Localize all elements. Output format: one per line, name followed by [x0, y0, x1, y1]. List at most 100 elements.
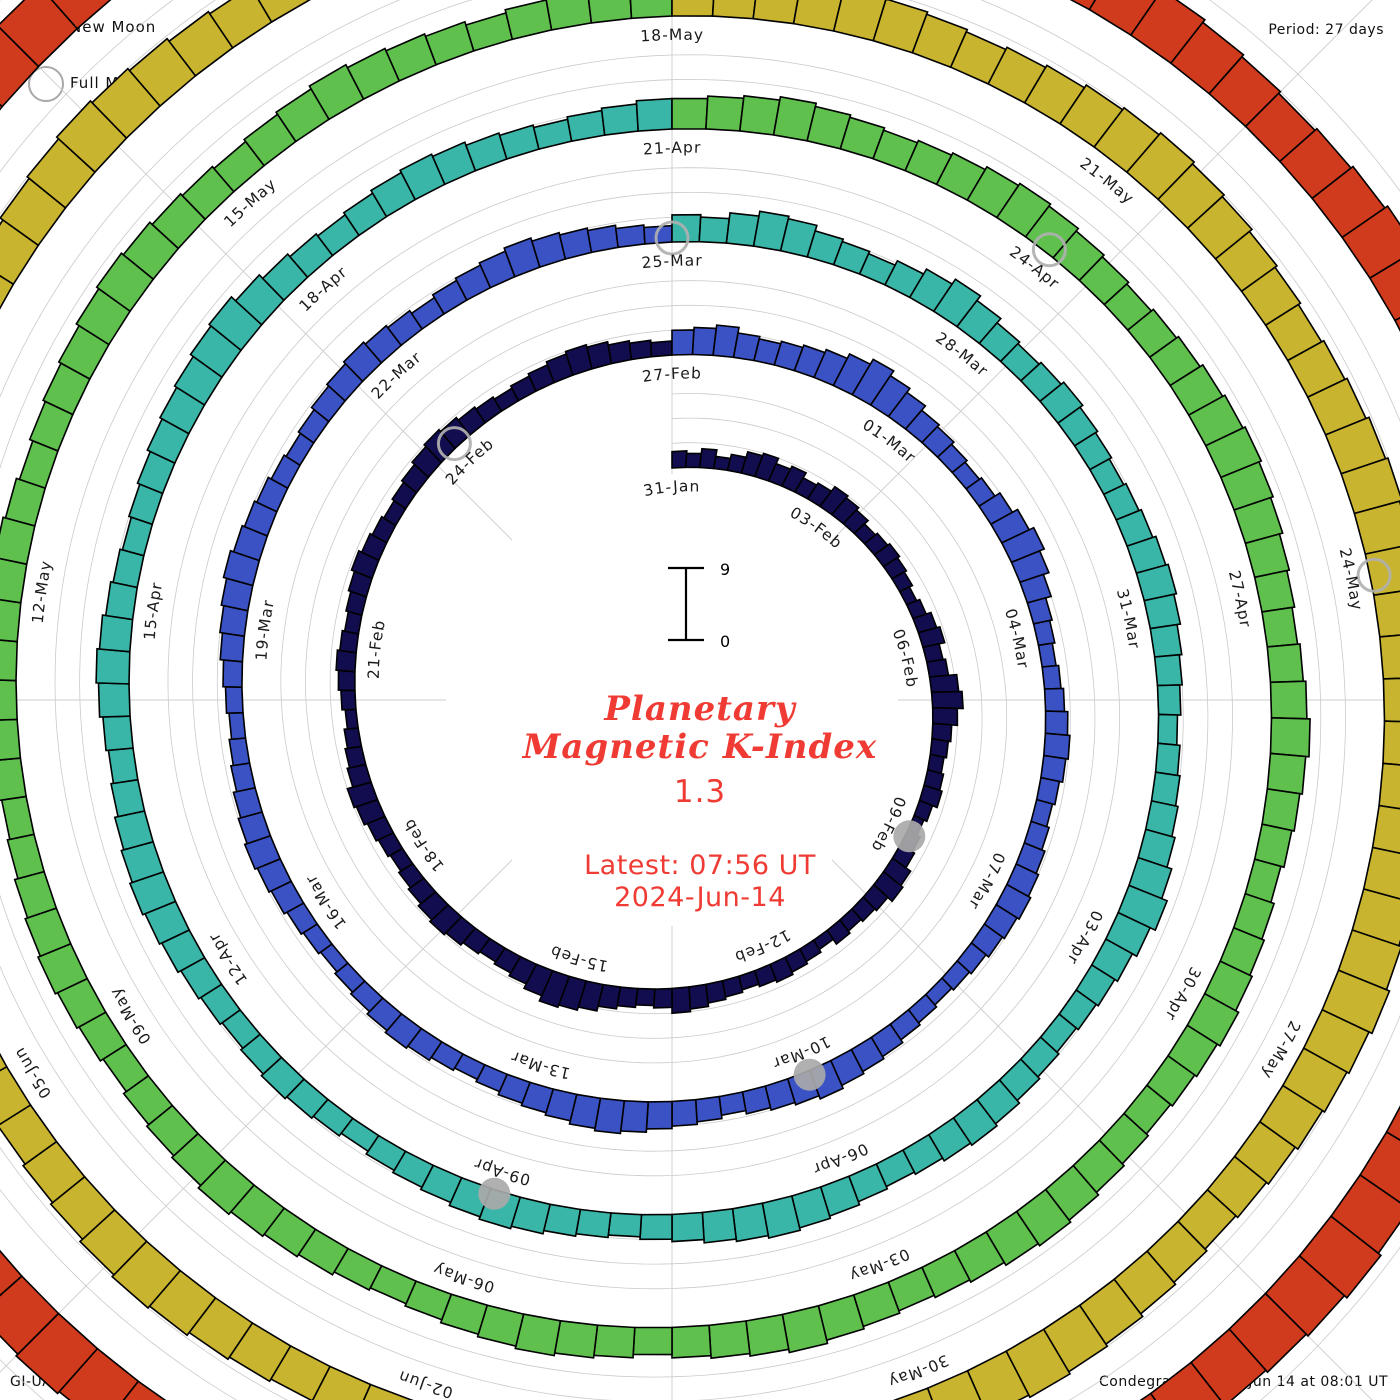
- kp-bar: [953, 1230, 1006, 1284]
- kp-bar: [931, 706, 959, 727]
- full-moon-marker: [1031, 232, 1067, 268]
- kp-bar: [712, 324, 740, 359]
- spiral-date-label: 25-Mar: [641, 252, 703, 273]
- kp-bar: [333, 962, 366, 994]
- kp-bar: [1189, 1327, 1268, 1400]
- kp-bar: [1042, 732, 1071, 761]
- radial-spoke: [0, 27, 513, 541]
- kp-bar: [671, 329, 695, 356]
- kp-bar: [1018, 573, 1053, 604]
- kp-bar: [207, 295, 263, 352]
- kp-bar: [1264, 1254, 1346, 1338]
- kp-bar: [36, 942, 89, 995]
- kp-bar: [1240, 266, 1302, 327]
- kp-bar: [128, 870, 177, 916]
- kp-bar: [832, 0, 887, 42]
- spiral-date-label: 31-Jan: [642, 477, 701, 500]
- kp-bar: [229, 762, 257, 793]
- kp-bar: [1117, 884, 1169, 932]
- kp-bar: [1149, 623, 1183, 658]
- kp-bar: [1341, 204, 1400, 280]
- kp-bar: [234, 273, 285, 326]
- kp-bar: [671, 1211, 705, 1243]
- kp-bar: [424, 20, 475, 66]
- kp-bar: [1010, 549, 1050, 584]
- kp-bar: [936, 443, 969, 474]
- radial-spoke: [0, 859, 513, 1373]
- kp-bar: [1269, 680, 1308, 720]
- kp-bar: [1037, 642, 1058, 668]
- kp-bar: [386, 309, 424, 347]
- kp-bar: [520, 1081, 555, 1114]
- kp-bar: [634, 987, 656, 1007]
- kp-bar: [311, 1365, 372, 1400]
- kp-bar: [243, 500, 278, 537]
- kp-bar: [170, 1132, 227, 1187]
- kp-bar: [873, 542, 901, 568]
- kp-bar: [769, 956, 794, 984]
- kp-bar: [1088, 0, 1157, 37]
- spiral-date-label: 02-Jun: [395, 1367, 455, 1400]
- kp-bar: [255, 476, 289, 513]
- kp-bar: [6, 833, 46, 880]
- kp-bar: [872, 870, 904, 903]
- kp-bar: [575, 1208, 612, 1239]
- kp-bar: [0, 1249, 23, 1297]
- kp-bar: [586, 224, 619, 254]
- kp-bar: [1382, 720, 1400, 766]
- kp-bar: [338, 629, 360, 654]
- kp-bar: [705, 979, 727, 1005]
- kp-bar: [498, 124, 540, 161]
- kp-bar: [0, 639, 19, 682]
- kp-bar: [504, 0, 553, 41]
- kp-bar: [0, 516, 36, 566]
- kp-bar: [649, 340, 673, 358]
- kp-bar: [940, 959, 971, 992]
- kp-bar: [1204, 425, 1263, 479]
- kp-bar: [530, 231, 567, 269]
- kp-bar: [1393, 316, 1400, 332]
- kp-bar: [635, 97, 673, 132]
- kp-bar: [1143, 593, 1182, 630]
- kp-bar: [349, 980, 384, 1013]
- spiral-date-label: 27-Feb: [641, 364, 702, 386]
- kp-bar: [1281, 1047, 1348, 1114]
- kp-bar: [892, 1387, 933, 1400]
- kp-bar: [566, 109, 606, 143]
- kp-bar: [792, 0, 843, 32]
- kp-bar: [842, 508, 870, 535]
- kp-bar: [464, 131, 508, 172]
- kp-bar: [439, 1293, 489, 1336]
- kp-bar: [966, 1350, 1030, 1400]
- scale-bar: 90: [668, 560, 730, 651]
- kp-bar: [652, 987, 673, 1009]
- kp-bar: [1228, 1292, 1308, 1374]
- kp-bar: [288, 232, 334, 279]
- kp-rotation-series: [0, 0, 1311, 1360]
- kp-bar: [538, 969, 571, 1009]
- kp-bar: [1135, 563, 1178, 602]
- kp-bar: [431, 141, 477, 186]
- kp-bar: [745, 1313, 790, 1358]
- kp-bar: [600, 103, 640, 136]
- kp-bar: [0, 0, 79, 68]
- kp-bar: [1043, 687, 1066, 713]
- kp-bar: [464, 11, 514, 52]
- kp-bar: [0, 1065, 32, 1126]
- spiral-date-label: 13-Mar: [508, 1047, 572, 1082]
- kp-bar: [587, 0, 633, 24]
- kp-bar: [110, 778, 146, 818]
- kp-bar: [0, 1274, 60, 1356]
- kp-bar: [928, 673, 960, 694]
- kp-rotation-series: [218, 224, 1071, 1135]
- spiral-date-label: 24-May: [1336, 546, 1366, 612]
- kp-bar: [1269, 716, 1311, 758]
- kp-bar: [228, 711, 247, 741]
- kp-bar: [1266, 643, 1305, 684]
- kp-bar: [1166, 1024, 1219, 1078]
- kp-bar: [629, 0, 673, 20]
